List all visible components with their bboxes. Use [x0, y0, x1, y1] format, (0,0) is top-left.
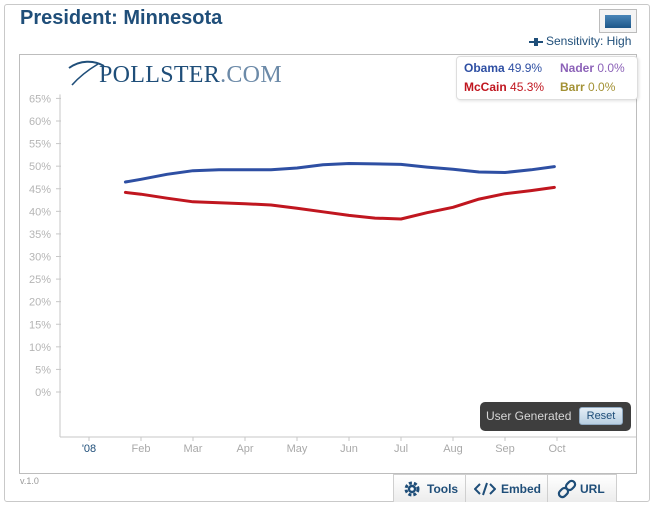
legend-value: 0.0%	[588, 80, 616, 94]
url-label: URL	[580, 482, 605, 496]
y-tick-label: 65%	[29, 93, 51, 105]
url-button[interactable]: URL	[547, 474, 617, 502]
y-tick-label: 40%	[29, 206, 51, 218]
x-tick-label: '08	[82, 443, 96, 455]
legend-entry-mccain[interactable]: McCain 45.3%	[464, 80, 544, 94]
user-generated-label: User Generated	[486, 409, 572, 423]
y-tick-label: 45%	[29, 184, 51, 196]
tools-label: Tools	[427, 482, 459, 496]
legend-name: Barr	[560, 80, 585, 94]
x-tick-label: Feb	[132, 443, 151, 455]
sensitivity-label: Sensitivity: High	[546, 34, 632, 48]
slider-icon	[529, 37, 543, 47]
legend-entry-nader[interactable]: Nader 0.0%	[560, 61, 625, 75]
fullscreen-button[interactable]	[599, 9, 637, 33]
embed-button[interactable]: Embed	[465, 474, 548, 502]
y-tick-label: 10%	[29, 342, 51, 354]
monitor-icon	[605, 15, 631, 28]
x-tick-label: Jun	[340, 443, 358, 455]
y-tick-label: 30%	[29, 252, 51, 264]
logo-brand: POLLSTER	[99, 62, 221, 88]
legend-name: McCain	[464, 80, 507, 94]
y-tick-label: 15%	[29, 319, 51, 331]
reset-button[interactable]: Reset	[579, 407, 623, 425]
legend-name: Nader	[560, 61, 595, 75]
toolbar: Tools Embed URL	[393, 474, 617, 502]
y-tick-label: 0%	[35, 387, 51, 399]
user-generated-panel: User Generated Reset	[480, 402, 631, 431]
legend-value: 45.3%	[510, 80, 545, 94]
page-title: President: Minnesota	[20, 7, 223, 29]
y-tick-label: 35%	[29, 229, 51, 241]
sensitivity-control[interactable]: Sensitivity: High	[529, 34, 631, 48]
x-tick-label: Aug	[443, 443, 463, 455]
series-line-mccain	[123, 185, 556, 221]
link-icon	[557, 479, 577, 499]
plot-area	[19, 54, 637, 474]
series-line-obama	[123, 162, 556, 184]
code-icon	[474, 482, 496, 496]
legend-name: Obama	[464, 61, 505, 75]
embed-label: Embed	[501, 482, 542, 496]
y-tick-label: 20%	[29, 297, 51, 309]
y-tick-label: 55%	[29, 139, 51, 151]
logo-tld: .COM	[220, 62, 282, 88]
legend-entry-obama[interactable]: Obama 49.9%	[464, 61, 542, 75]
legend-value: 0.0%	[597, 61, 625, 75]
x-tick-label: Mar	[184, 443, 203, 455]
x-tick-label: Oct	[548, 443, 565, 455]
y-tick-label: 60%	[29, 116, 51, 128]
version-label: v.1.0	[20, 476, 39, 486]
gear-icon	[404, 481, 420, 497]
swoosh-icon	[68, 60, 105, 86]
legend-entry-barr[interactable]: Barr 0.0%	[560, 80, 615, 94]
x-tick-label: May	[287, 443, 308, 455]
tools-button[interactable]: Tools	[393, 474, 466, 502]
legend: Obama 49.9% Nader 0.0% McCain 45.3% Barr…	[456, 56, 638, 100]
x-tick-label: Apr	[236, 443, 253, 455]
y-tick-label: 25%	[29, 274, 51, 286]
y-tick-label: 50%	[29, 161, 51, 173]
x-tick-label: Jul	[394, 443, 408, 455]
legend-value: 49.9%	[508, 61, 543, 75]
x-tick-label: Sep	[495, 443, 515, 455]
y-tick-label: 5%	[35, 364, 51, 376]
